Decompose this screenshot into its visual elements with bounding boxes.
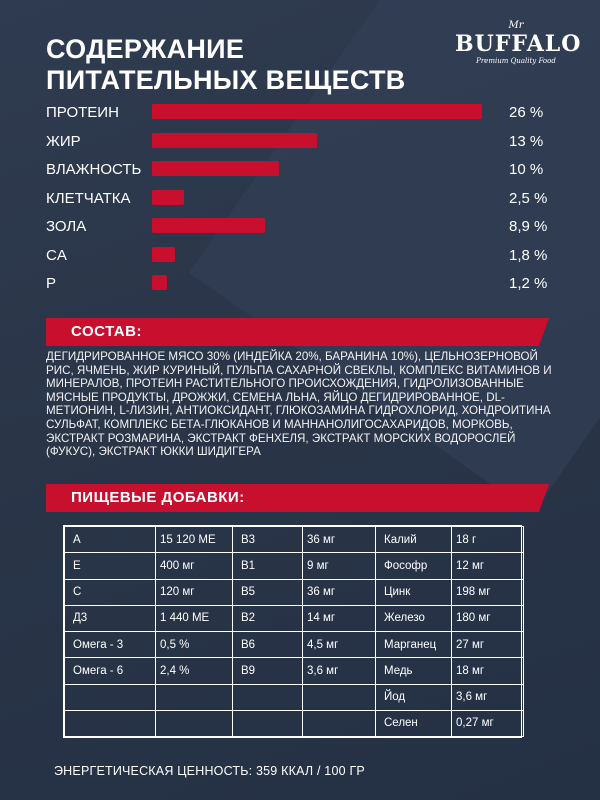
table-row: Омега - 6 2,4 % B9 3,6 мг Медь 18 мг — [64, 657, 524, 685]
table-row: Омега - 3 0,5 % B6 4,5 мг Марганец 27 мг — [64, 630, 524, 659]
additive-name: A — [64, 525, 156, 554]
nutrient-bar — [152, 161, 279, 176]
table-row: A 15 120 ME B3 36 мг Калий 18 г — [64, 525, 524, 554]
additive-name: Железо — [375, 604, 452, 633]
nutrient-value: 26 % — [509, 104, 544, 121]
logo-brand: BUFFALO — [455, 31, 582, 57]
nutrient-label: ЗОЛА — [46, 218, 87, 235]
additive-name: Йод — [375, 683, 452, 711]
additive-value — [302, 709, 376, 738]
nutrient-label: ЖИР — [46, 132, 81, 150]
nutrient-bar — [152, 104, 482, 119]
additive-value: 36 мг — [302, 578, 376, 606]
additive-name: B3 — [232, 525, 303, 554]
additive-value: 27 мг — [451, 630, 524, 659]
additive-name — [64, 683, 156, 711]
additives-heading: ПИЩЕВЫЕ ДОБАВКИ: — [71, 489, 245, 506]
page-title: СОДЕРЖАНИЕ ПИТАТЕЛЬНЫХ ВЕЩЕСТВ — [46, 34, 426, 96]
nutrient-row: CA 1,8 % — [46, 241, 556, 270]
nutrient-chart: ПРОТЕИН 26 % ЖИР 13 % ВЛАЖНОСТЬ 10 % КЛЕТЧАТКА… — [46, 98, 556, 298]
additive-value: 180 мг — [451, 604, 524, 633]
page-title-line-2: ПИТАТЕЛЬНЫХ ВЕЩЕСТВ — [46, 65, 406, 95]
additive-value — [302, 683, 376, 711]
nutrient-label: ВЛАЖНОСТЬ — [46, 161, 142, 178]
nutrient-bar — [152, 246, 175, 262]
nutrient-value: 1,8 % — [509, 246, 548, 264]
composition-text: ДЕГИДРИРОВАННОЕ МЯСО 30% (ИНДЕЙКА 20%, Б… — [46, 350, 552, 459]
additive-name: E — [64, 552, 156, 580]
additive-value: 15 120 ME — [155, 525, 233, 554]
additive-name: Селен — [375, 709, 452, 738]
additive-name: Омега - 6 — [64, 657, 156, 685]
additive-value: 1 440 ME — [155, 604, 233, 633]
brand-logo: Mr BUFFALO Premium Quality Food — [455, 20, 582, 72]
additive-name: Калий — [375, 525, 452, 554]
nutrient-value: 1,2 % — [509, 275, 548, 292]
additive-value — [155, 683, 233, 711]
logo-tagline: Premium Quality Food — [476, 57, 556, 65]
additive-name: B9 — [232, 657, 303, 685]
nutrient-bar — [152, 275, 167, 290]
additive-value: 3,6 мг — [302, 657, 376, 685]
additive-name: Медь — [375, 657, 452, 685]
nutrient-row: P 1,2 % — [46, 269, 556, 298]
additive-value: 120 мг — [155, 578, 233, 606]
additive-value: 2,4 % — [155, 657, 233, 685]
logo-mr: Mr — [508, 20, 524, 31]
table-row: E 400 мг B1 9 мг Фософр 12 мг — [64, 552, 524, 580]
additive-value: 0,27 мг — [451, 709, 524, 738]
additive-value: 4,5 мг — [302, 630, 376, 659]
additive-name: Цинк — [375, 578, 452, 606]
additive-value — [155, 709, 233, 738]
additive-name: B6 — [232, 630, 303, 659]
additive-name: C — [64, 578, 156, 606]
additive-value: 18 мг — [451, 657, 524, 685]
additive-value: 400 мг — [155, 552, 233, 580]
additive-value: 198 мг — [451, 578, 524, 606]
nutrient-row: ВЛАЖНОСТЬ 10 % — [46, 155, 556, 184]
additive-name: Фософр — [375, 552, 452, 580]
additive-name — [232, 683, 303, 711]
nutrient-row: ЗОЛА 8,9 % — [46, 212, 556, 241]
additive-value: 3,6 мг — [451, 683, 524, 711]
additive-name: Марганец — [375, 630, 452, 659]
additive-name: B1 — [232, 552, 303, 580]
nutrient-label: КЛЕТЧАТКА — [46, 189, 131, 207]
composition-heading: СОСТАВ: — [71, 323, 142, 340]
nutrient-label: P — [46, 275, 57, 292]
additive-value: 18 г — [451, 525, 524, 554]
additive-name — [64, 709, 156, 738]
nutrient-value: 2,5 % — [509, 189, 548, 207]
table-row: Йод 3,6 мг — [64, 683, 524, 711]
additive-name: Д3 — [64, 604, 156, 633]
nutrient-row: ЖИР 13 % — [46, 127, 556, 156]
nutrient-value: 8,9 % — [509, 218, 548, 235]
additive-value: 36 мг — [302, 525, 376, 554]
table-row: Д3 1 440 ME B2 14 мг Железо 180 мг — [64, 604, 524, 633]
table-row: C 120 мг B5 36 мг Цинк 198 мг — [64, 578, 524, 606]
additive-value: 0,5 % — [155, 630, 233, 659]
nutrient-row: КЛЕТЧАТКА 2,5 % — [46, 184, 556, 213]
nutrient-bar — [152, 132, 317, 148]
nutrient-value: 10 % — [509, 161, 544, 178]
energy-value: ЭНЕРГЕТИЧЕСКАЯ ЦЕННОСТЬ: 359 ККАЛ / 100 … — [54, 764, 365, 778]
additive-value: 14 мг — [302, 604, 376, 633]
additive-name: B2 — [232, 604, 303, 633]
nutrient-bar — [152, 218, 265, 233]
nutrient-row: ПРОТЕИН 26 % — [46, 98, 556, 127]
composition-banner: СОСТАВ: — [46, 318, 549, 346]
nutrient-bar — [152, 189, 184, 205]
additive-value: 9 мг — [302, 552, 376, 580]
additive-name: B5 — [232, 578, 303, 606]
additive-name — [232, 709, 303, 738]
additives-table: A 15 120 ME B3 36 мг Калий 18 г E 400 мг B1 9 мг Ф… — [63, 525, 524, 738]
nutrient-value: 13 % — [509, 132, 544, 150]
nutrient-label: CA — [46, 246, 67, 264]
additive-value: 12 мг — [451, 552, 524, 580]
nutrient-label: ПРОТЕИН — [46, 104, 119, 121]
additive-name: Омега - 3 — [64, 630, 156, 659]
page-title-line-1: СОДЕРЖАНИЕ — [46, 34, 245, 64]
table-row: Селен 0,27 мг — [64, 709, 524, 738]
additives-banner: ПИЩЕВЫЕ ДОБАВКИ: — [46, 484, 549, 512]
